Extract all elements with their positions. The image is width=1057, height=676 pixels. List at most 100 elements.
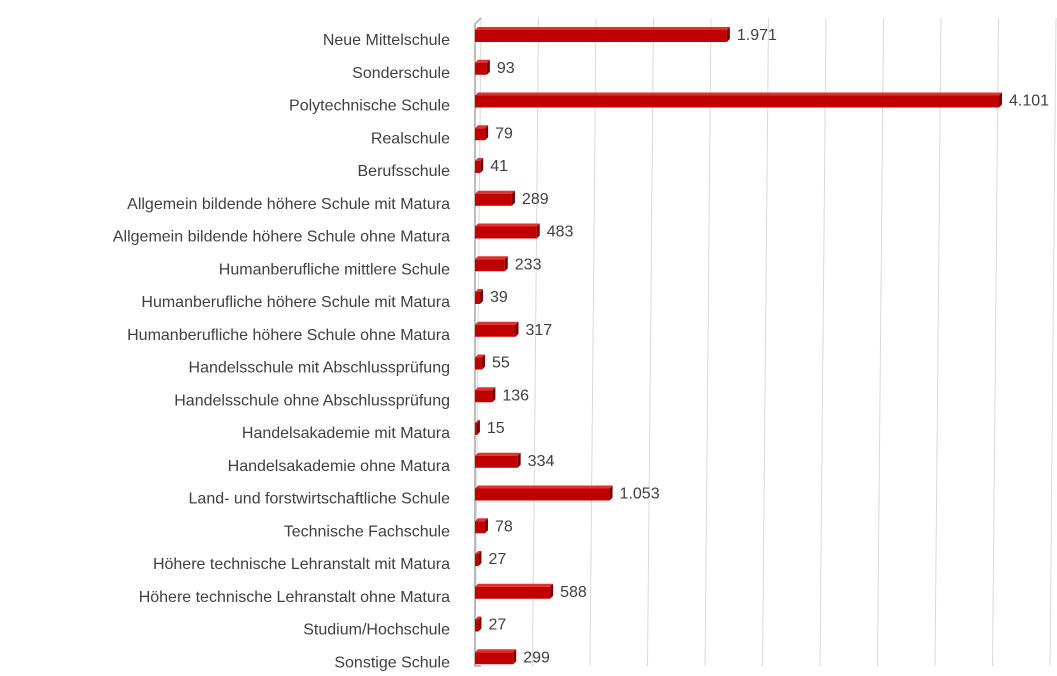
y-tick-label: Handelsakademie ohne Matura — [228, 458, 450, 475]
bar-face — [475, 616, 482, 620]
y-tick-label: Studium/Hochschule — [303, 622, 450, 639]
bar — [475, 551, 482, 566]
value-label: 136 — [502, 387, 529, 404]
bar-face — [475, 223, 540, 227]
grid-line — [589, 17, 597, 667]
value-label: 1.971 — [737, 27, 777, 44]
bar-face — [475, 193, 512, 206]
value-label: 317 — [526, 322, 553, 339]
y-tick-label: Handelsschule mit Abschlussprüfung — [189, 360, 450, 377]
value-label: 289 — [522, 191, 549, 208]
bar-face — [475, 619, 479, 632]
y-tick-label: Handelsschule ohne Abschlussprüfung — [174, 392, 450, 409]
bar — [475, 158, 484, 173]
bar-face — [475, 455, 518, 468]
value-label: 15 — [487, 420, 505, 437]
bar-face — [475, 452, 521, 456]
y-tick-label: Humanberufliche höhere Schule ohne Matur… — [127, 327, 450, 344]
bar-face — [475, 30, 727, 42]
bar-face — [475, 62, 487, 75]
bar-face — [475, 161, 481, 173]
grid-line — [992, 17, 999, 667]
axis-frame — [474, 17, 482, 667]
bar-face — [475, 128, 486, 141]
y-tick-label: Allgemein bildende höhere Schule mit Mat… — [127, 196, 450, 213]
bar-face — [475, 125, 489, 129]
bar-face — [511, 190, 515, 206]
value-label: 299 — [523, 649, 550, 666]
bar-face — [478, 551, 482, 566]
bar — [475, 321, 519, 337]
bar — [475, 387, 496, 403]
bar — [475, 190, 515, 206]
value-label: 1.053 — [620, 486, 660, 503]
y-tick-label: Land- und forstwirtschaftliche Schule — [189, 491, 451, 508]
y-tick-label: Realschule — [371, 130, 450, 147]
bar-face — [475, 289, 483, 292]
bar-face — [475, 354, 486, 358]
bar — [475, 27, 730, 42]
grid-line — [704, 17, 712, 667]
y-tick-label: Sonderschule — [352, 65, 450, 82]
bar-face — [475, 652, 514, 665]
y-tick-label: Technische Fachschule — [284, 523, 450, 540]
bar-face — [475, 158, 484, 161]
bar — [475, 485, 613, 501]
value-label: 233 — [515, 256, 542, 273]
bar-face — [485, 125, 489, 141]
bar-face — [475, 551, 482, 554]
y-tick-label: Berufsschule — [358, 163, 451, 180]
value-label: 27 — [488, 551, 506, 568]
grid-line — [647, 17, 654, 667]
bar-face — [475, 423, 477, 435]
bar-face — [492, 387, 496, 403]
bar-face — [475, 420, 480, 423]
bar-face — [475, 518, 488, 522]
y-tick-label: Humanberufliche mittlere Schule — [219, 261, 450, 278]
bar-face — [475, 357, 483, 370]
value-label: 483 — [547, 224, 574, 241]
bar-face — [475, 92, 1003, 96]
bar — [475, 583, 554, 599]
bar — [475, 223, 540, 239]
bar-face — [484, 518, 488, 534]
bar — [475, 59, 490, 75]
bar-face — [475, 226, 537, 239]
bar-face — [480, 158, 484, 173]
bar — [475, 649, 517, 665]
bar-face — [475, 190, 515, 194]
bar-face — [515, 321, 519, 337]
bar — [475, 125, 489, 141]
grid-line — [877, 17, 884, 667]
bar-face — [476, 420, 480, 435]
bar-face — [475, 586, 551, 599]
bar-face — [517, 452, 521, 468]
bar — [475, 420, 480, 435]
y-tick-label: Allgemein bildende höhere Schule ohne Ma… — [113, 229, 450, 246]
value-label: 27 — [488, 617, 506, 634]
value-label: 79 — [495, 125, 513, 142]
bar-face — [475, 583, 554, 587]
bar-face — [479, 289, 483, 304]
bar-face — [475, 27, 730, 30]
y-tick-label: Neue Mittelschule — [323, 32, 450, 49]
bar — [475, 289, 483, 304]
bar-face — [478, 616, 482, 632]
bar-face — [550, 583, 554, 599]
value-label: 588 — [560, 584, 587, 601]
y-tick-label: Höhere technische Lehranstalt ohne Matur… — [139, 589, 450, 606]
bar-face — [475, 387, 496, 391]
bar-face — [475, 95, 1000, 108]
bar-face — [475, 324, 516, 337]
bar — [475, 354, 486, 370]
value-label: 39 — [490, 289, 508, 306]
bar — [475, 518, 488, 534]
bar-face — [475, 554, 479, 566]
bar-face — [609, 485, 613, 501]
grid-line — [474, 17, 482, 667]
bar-face — [475, 259, 505, 272]
bar — [475, 616, 482, 632]
y-tick-label: Handelsakademie mit Matura — [242, 425, 450, 442]
value-label: 4.101 — [1009, 93, 1049, 110]
